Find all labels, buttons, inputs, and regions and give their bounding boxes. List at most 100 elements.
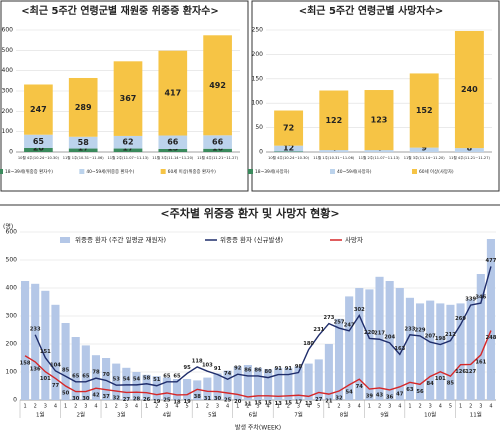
bar [345,296,354,400]
x-group-label: 1월 [36,411,45,419]
value-label: 66 [212,138,224,147]
bar [223,370,232,400]
bar [395,288,404,400]
value-label: 39 [366,394,374,400]
value-label: 101 [435,376,446,382]
y-tick-label: 200 [252,51,264,58]
x-tick-label: 5 [317,404,320,410]
value-label: 65 [163,373,171,379]
bar-segment [203,35,232,136]
value-label: 18 [173,399,181,405]
value-label: 65 [173,373,181,379]
x-tick-label: 3 [479,404,482,410]
bar-segment [364,90,394,151]
legend-swatch [0,169,3,174]
bar [446,304,455,400]
value-label: 161 [475,359,486,365]
value-label: 65 [72,373,80,379]
bar [81,345,90,400]
x-tick-label: 1 [459,404,462,410]
bar [385,281,394,400]
x-axis-label: 발생 주차(WEEK) [235,424,281,432]
y-tick-label: 100 [252,100,264,107]
legend-swatch [330,169,335,174]
x-tick-label: 3 [388,404,391,410]
value-label: 91 [214,366,222,372]
y-tick-label: 400 [2,67,14,74]
x-group-label: 10월 [424,411,436,419]
value-label: 101 [40,376,51,382]
y-tick-label: 300 [6,313,18,320]
value-label: 127 [465,369,476,375]
value-label: 37 [102,394,110,400]
value-label: 136 [30,366,41,372]
bar [334,318,344,400]
x-tick-label: 1 [145,404,148,410]
value-label: 65 [82,373,90,379]
value-label: 27 [123,397,131,403]
bar [476,274,485,400]
bar-segment [24,147,53,152]
x-tick-label: 4 [226,404,229,410]
bar-segment [203,135,232,149]
value-label: 13 [275,401,283,407]
x-group-label: 2월 [76,411,85,419]
bar [294,366,303,400]
value-label: 240 [461,85,478,94]
y-tick-label: 100 [6,369,18,376]
y-tick-label: 600 [6,229,18,236]
legend-label: 60세 이상(위중증 환자수) [168,168,216,175]
x-tick-label: 2 [155,404,158,410]
bar-segment [24,84,53,135]
bar [304,363,313,400]
bar-segment [158,50,188,136]
value-label: 25 [163,398,171,404]
value-label: 207 [425,334,436,340]
x-tick-label: 2 [206,404,209,410]
bar [314,359,323,400]
value-label: 217 [374,331,385,337]
value-label: 103 [202,363,213,369]
x-tick-label: 11월 3주(11.14~11.20) [152,155,194,160]
bar [264,369,273,400]
value-label: 36 [386,394,394,400]
value-label: 19 [153,399,161,405]
value-label: 233 [30,326,41,332]
value-label: 122 [325,116,342,125]
bar [203,377,212,400]
bar-segment [454,30,484,149]
panel-frame [0,0,249,192]
value-label: 95 [183,365,191,371]
bar [51,304,60,400]
y-tick-label: 0 [259,149,263,156]
x-tick-label: 10월 4주(10.24~10.30) [268,155,310,160]
y-unit: (명) [3,223,13,231]
bar [466,299,475,400]
x-tick-label: 4 [175,404,178,410]
bar [162,377,171,400]
legend-label: 18~39세(위중증 환자수) [5,168,53,175]
bar-segment [274,145,304,152]
value-label: 229 [415,327,426,333]
x-tick-label: 4 [439,404,442,410]
value-label: 91 [285,366,293,372]
x-tick-label: 11월 1주(10.31~11.06) [313,155,355,160]
x-tick-label: 3 [125,404,128,410]
x-tick-label: 2 [337,404,340,410]
x-tick-label: 2 [115,404,118,410]
y-tick-label: 0 [13,397,17,404]
y-tick-label: 150 [252,75,264,82]
value-label: 248 [486,335,497,341]
x-group-label: 5월 [208,411,217,419]
bar-segment [68,136,98,149]
value-label: 477 [486,258,497,264]
value-label: 204 [384,334,395,340]
value-label: 58 [78,138,90,147]
value-label: 54 [123,376,131,382]
value-label: 17 [295,400,303,406]
x-tick-label: 2 [34,404,37,410]
x-group-label: 6월 [249,411,258,419]
value-label: 32 [113,396,121,402]
value-label: 50 [62,391,70,397]
